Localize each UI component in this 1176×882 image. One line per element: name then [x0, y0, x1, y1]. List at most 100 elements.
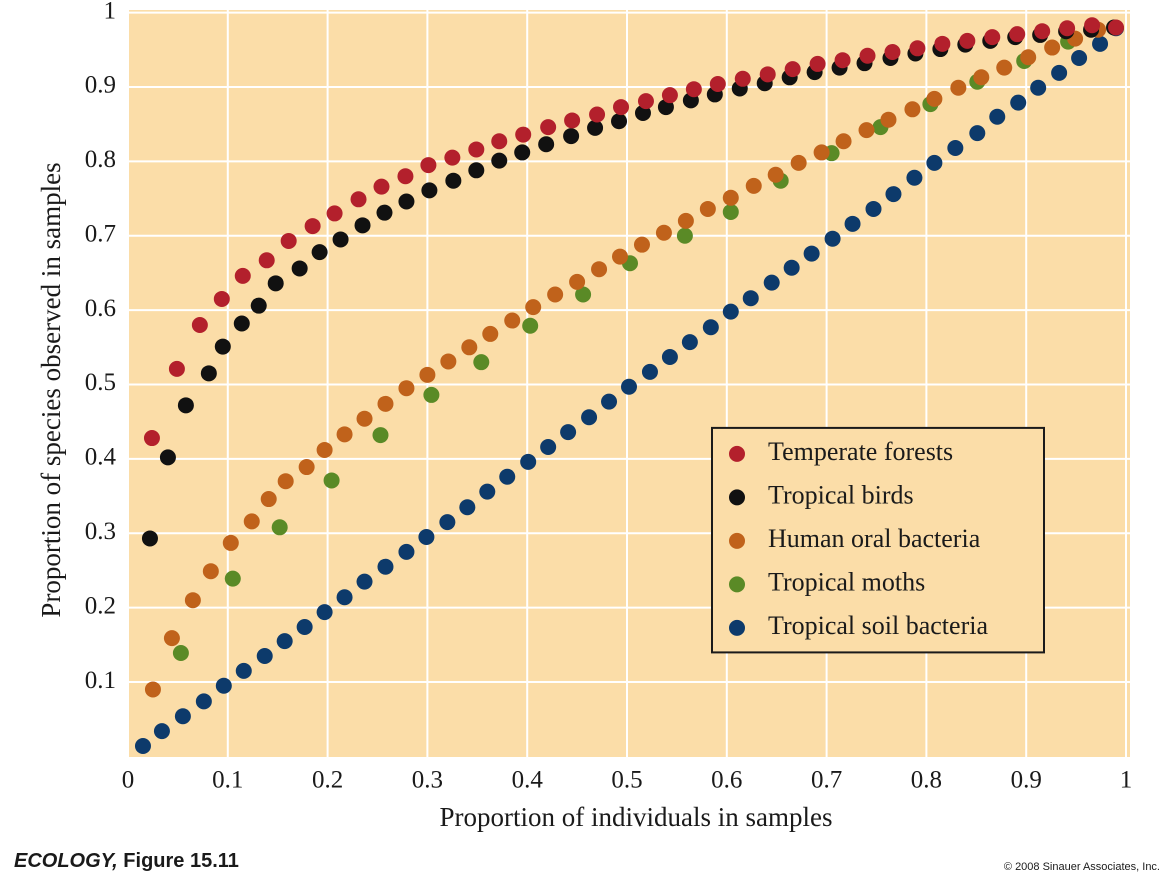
data-point — [439, 514, 456, 531]
data-point — [354, 217, 371, 234]
data-point — [612, 248, 629, 265]
data-point — [398, 543, 415, 560]
data-point — [996, 59, 1013, 76]
data-point — [515, 126, 532, 143]
data-point — [589, 106, 606, 123]
data-point — [271, 519, 288, 536]
data-point — [200, 365, 217, 382]
legend-label: Tropical moths — [768, 567, 925, 596]
y-tick-label: 0.6 — [85, 295, 116, 322]
data-point — [143, 430, 160, 447]
data-point — [440, 353, 457, 370]
legend-marker — [729, 576, 745, 593]
data-point — [350, 191, 367, 208]
data-point — [947, 139, 964, 156]
data-point — [835, 133, 852, 150]
data-point — [611, 113, 628, 130]
data-point — [373, 178, 390, 195]
data-point — [1108, 19, 1125, 36]
data-point — [538, 136, 555, 153]
data-point — [420, 157, 437, 174]
data-point — [745, 177, 762, 194]
data-point — [377, 395, 394, 412]
data-point — [742, 290, 759, 307]
data-point — [250, 297, 267, 314]
y-tick-label: 1 — [104, 0, 117, 24]
data-point — [191, 316, 208, 333]
data-point — [468, 141, 485, 158]
data-point — [214, 338, 231, 355]
data-point — [332, 231, 349, 248]
data-point — [926, 90, 943, 107]
data-point — [235, 662, 252, 679]
data-point — [569, 273, 586, 290]
data-point — [1010, 94, 1027, 111]
data-point — [326, 205, 343, 222]
data-point — [277, 473, 294, 490]
data-point — [906, 169, 923, 186]
data-point — [377, 558, 394, 575]
data-point — [243, 513, 260, 530]
data-point — [256, 647, 273, 664]
x-tick-label: 0.7 — [811, 767, 842, 794]
data-point — [202, 563, 219, 580]
y-tick-label: 0.7 — [85, 220, 116, 247]
figure-number: Figure 15.11 — [123, 850, 239, 872]
data-point — [1034, 23, 1051, 40]
data-point — [258, 252, 275, 269]
data-point — [356, 573, 373, 590]
data-point — [1092, 35, 1109, 52]
data-point — [356, 410, 373, 427]
data-point — [809, 55, 826, 72]
data-point — [172, 645, 189, 662]
data-point — [514, 144, 531, 161]
data-point — [834, 52, 851, 69]
data-point — [699, 200, 716, 217]
data-point — [681, 334, 698, 351]
x-tick-label: 0.8 — [911, 767, 942, 794]
data-point — [813, 144, 830, 161]
data-point — [1051, 64, 1068, 81]
data-point — [661, 348, 678, 365]
data-point — [722, 189, 739, 206]
x-tick-label: 0.2 — [312, 767, 343, 794]
data-point — [473, 354, 490, 371]
y-tick-label: 0.9 — [85, 72, 116, 99]
y-tick-label: 0.2 — [85, 592, 116, 619]
copyright: © 2008 Sinauer Associates, Inc. — [1004, 861, 1160, 873]
x-tick-label: 0.5 — [611, 767, 642, 794]
data-point — [560, 424, 577, 441]
data-point — [184, 592, 201, 609]
figure-source: ECOLOGY, Figure 15.11 — [14, 850, 239, 872]
data-point — [803, 245, 820, 262]
data-point — [234, 267, 251, 284]
data-point — [421, 182, 438, 199]
y-tick-label: 0.4 — [85, 444, 117, 471]
data-point — [260, 491, 277, 508]
data-point — [702, 319, 719, 336]
data-point — [522, 317, 539, 334]
data-point — [304, 218, 321, 235]
data-point — [934, 35, 951, 52]
y-tick-label: 0.3 — [85, 518, 116, 545]
legend-label: Human oral bacteria — [768, 524, 981, 553]
legend-box — [711, 426, 1045, 654]
data-point — [195, 693, 212, 710]
data-point — [1044, 39, 1061, 56]
data-point — [168, 360, 185, 377]
data-point — [134, 737, 151, 754]
legend-label: Tropical soil bacteria — [768, 611, 988, 640]
x-tick-label: 0.1 — [212, 767, 243, 794]
data-point — [824, 230, 841, 247]
data-point — [423, 386, 440, 403]
data-point — [865, 200, 882, 217]
y-tick-label: 0.1 — [85, 667, 116, 694]
data-point — [904, 101, 921, 118]
data-point — [633, 236, 650, 253]
data-point — [298, 459, 315, 476]
legend-label: Temperate forests — [768, 437, 953, 466]
data-point — [959, 32, 976, 49]
data-point — [722, 303, 739, 320]
